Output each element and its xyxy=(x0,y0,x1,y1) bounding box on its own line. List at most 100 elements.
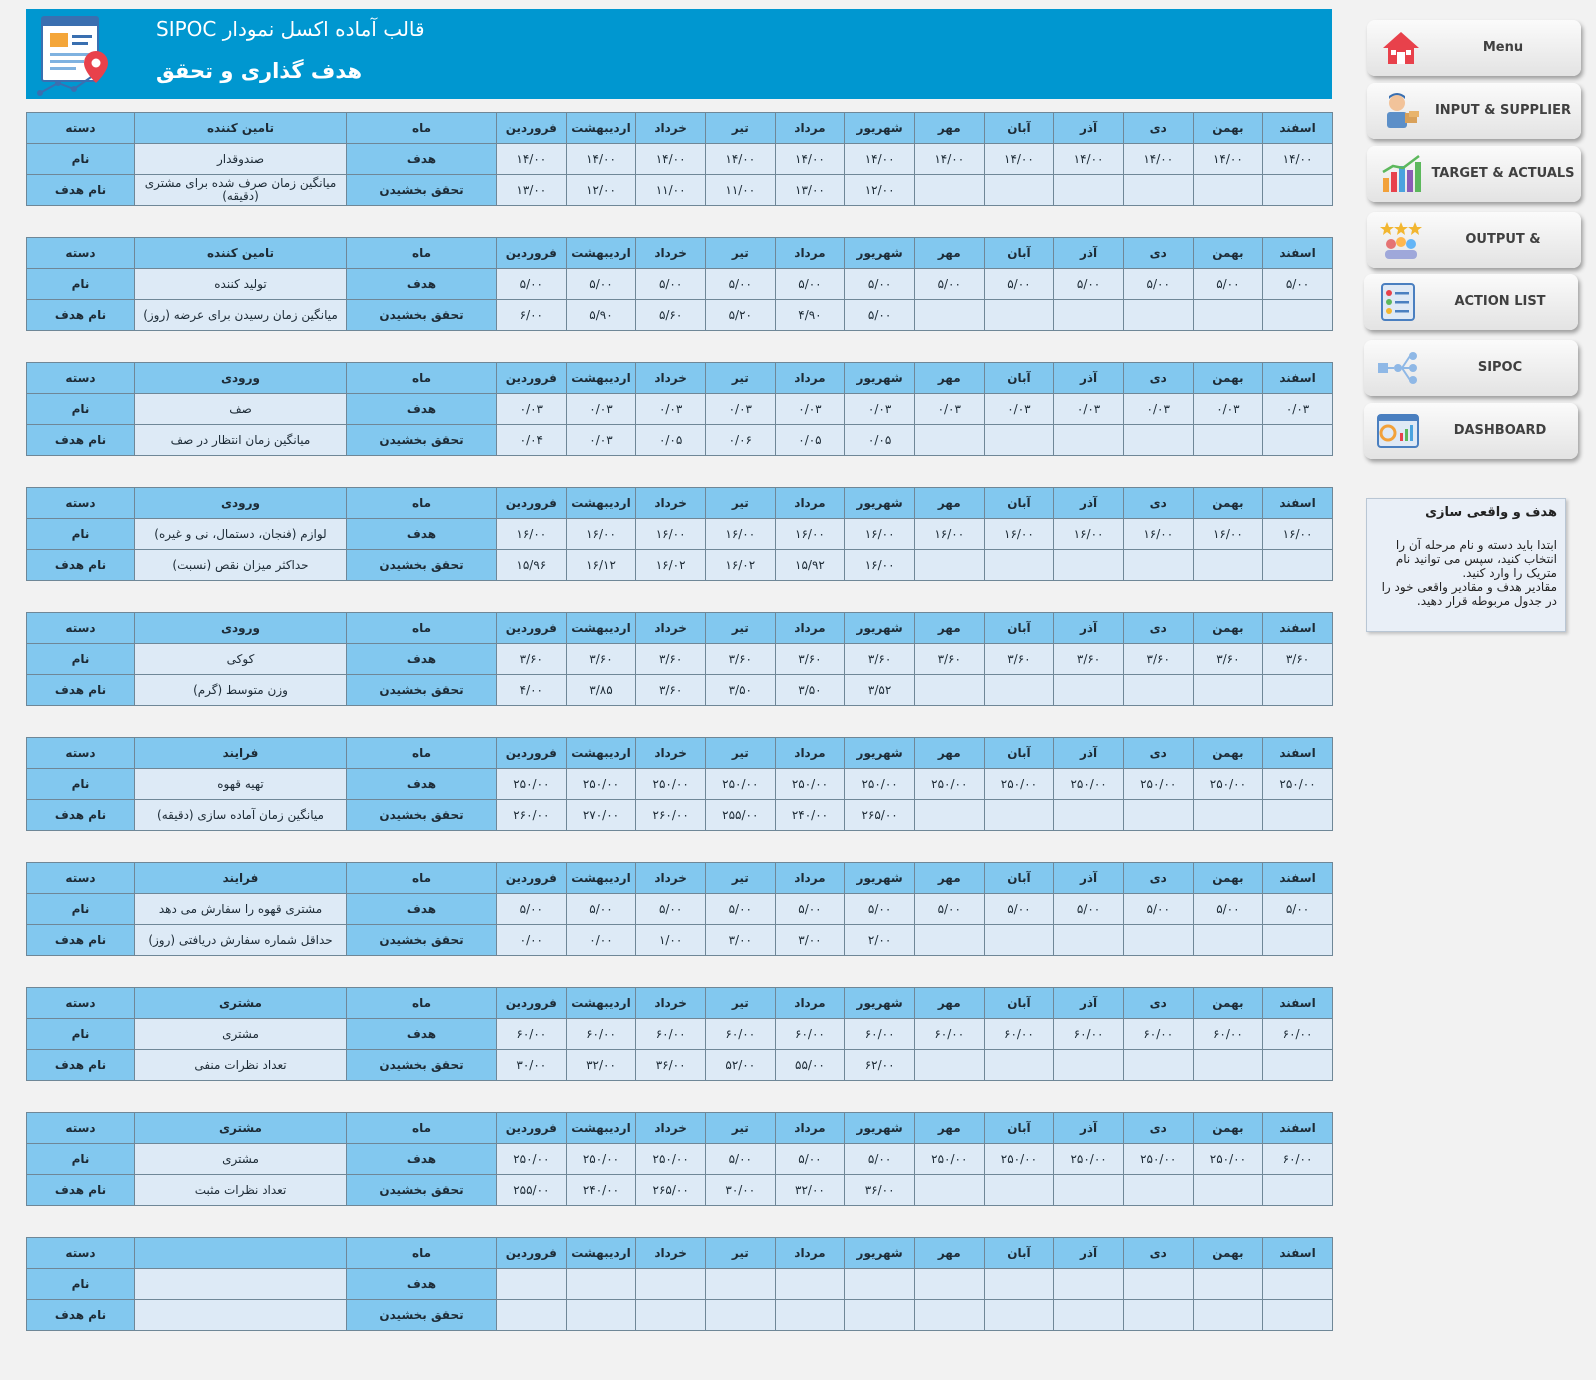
name-value[interactable]: کوکی xyxy=(134,643,347,675)
target-cell[interactable]: ۶۰/۰۰ xyxy=(704,1018,776,1050)
target-cell[interactable]: ۵/۰۰ xyxy=(1192,893,1264,925)
input-supplier-button[interactable]: INPUT & SUPPLIER xyxy=(1367,83,1581,139)
target-cell[interactable]: ۶۰/۰۰ xyxy=(496,1018,567,1050)
category-value[interactable]: مشتری xyxy=(134,987,347,1019)
target-name-value[interactable]: میانگین زمان رسیدن برای عرضه (روز) xyxy=(134,299,347,331)
target-cell[interactable]: ۳/۶۰ xyxy=(844,643,915,675)
actual-cell[interactable]: ۳۰/۰۰ xyxy=(704,1174,776,1206)
actual-cell[interactable] xyxy=(1053,174,1124,206)
actual-cell[interactable] xyxy=(1053,924,1124,956)
target-cell[interactable]: ۳/۶۰ xyxy=(635,643,706,675)
actual-cell[interactable]: ۳۶/۰۰ xyxy=(844,1174,915,1206)
target-cell[interactable]: ۱۴/۰۰ xyxy=(565,143,637,175)
actual-cell[interactable] xyxy=(1122,1299,1194,1331)
target-cell[interactable]: ۲۵۰/۰۰ xyxy=(1192,768,1264,800)
target-cell[interactable]: ۵/۰۰ xyxy=(565,893,637,925)
target-cell[interactable]: ۶۰/۰۰ xyxy=(1262,1143,1333,1175)
target-cell[interactable]: ۶۰/۰۰ xyxy=(1053,1018,1124,1050)
actual-cell[interactable]: ۵/۰۰ xyxy=(844,299,915,331)
actual-cell[interactable]: ۰/۰۵ xyxy=(774,424,846,456)
actual-cell[interactable]: ۳/۸۵ xyxy=(565,674,637,706)
target-cell[interactable]: ۲۵۰/۰۰ xyxy=(1122,768,1194,800)
actual-cell[interactable] xyxy=(1262,174,1333,206)
category-value[interactable]: مشتری xyxy=(134,1112,347,1144)
target-cell[interactable]: ۵/۰۰ xyxy=(1192,268,1264,300)
target-cell[interactable]: ۲۵۰/۰۰ xyxy=(496,768,567,800)
actual-cell[interactable]: ۴/۰۰ xyxy=(496,674,567,706)
actual-cell[interactable] xyxy=(1053,1049,1124,1081)
actual-cell[interactable] xyxy=(1192,424,1264,456)
target-cell[interactable]: ۵/۰۰ xyxy=(704,893,776,925)
target-cell[interactable]: ۲۵۰/۰۰ xyxy=(844,768,915,800)
target-cell[interactable]: ۶۰/۰۰ xyxy=(983,1018,1055,1050)
actual-cell[interactable] xyxy=(1262,1174,1333,1206)
action-list-button[interactable]: ACTION LIST xyxy=(1364,274,1578,330)
target-cell[interactable]: ۱۶/۰۰ xyxy=(704,518,776,550)
target-cell[interactable]: ۲۵۰/۰۰ xyxy=(983,768,1055,800)
target-cell[interactable]: ۲۵۰/۰۰ xyxy=(704,768,776,800)
actual-cell[interactable]: ۳۲/۰۰ xyxy=(565,1049,637,1081)
target-cell[interactable]: ۱۴/۰۰ xyxy=(1262,143,1333,175)
target-cell[interactable]: ۰/۰۳ xyxy=(1053,393,1124,425)
target-cell[interactable]: ۲۵۰/۰۰ xyxy=(1053,1143,1124,1175)
actual-cell[interactable] xyxy=(913,299,985,331)
name-value[interactable]: تولید کننده xyxy=(134,268,347,300)
target-cell[interactable]: ۵/۰۰ xyxy=(1053,268,1124,300)
actual-cell[interactable] xyxy=(913,424,985,456)
actual-cell[interactable]: ۰/۰۳ xyxy=(565,424,637,456)
actual-cell[interactable]: ۱۵/۹۲ xyxy=(774,549,846,581)
target-cell[interactable]: ۵/۰۰ xyxy=(1122,893,1194,925)
target-cell[interactable]: ۰/۰۳ xyxy=(844,393,915,425)
actual-cell[interactable] xyxy=(1262,299,1333,331)
actual-cell[interactable] xyxy=(1262,1049,1333,1081)
target-cell[interactable]: ۳/۶۰ xyxy=(913,643,985,675)
actual-cell[interactable] xyxy=(913,549,985,581)
actual-cell[interactable] xyxy=(704,1299,776,1331)
target-cell[interactable]: ۲۵۰/۰۰ xyxy=(1122,1143,1194,1175)
target-cell[interactable]: ۶۰/۰۰ xyxy=(565,1018,637,1050)
category-value[interactable]: فرایند xyxy=(134,737,347,769)
actual-cell[interactable]: ۲۵۵/۰۰ xyxy=(496,1174,567,1206)
target-cell[interactable]: ۰/۰۳ xyxy=(704,393,776,425)
category-value[interactable]: ورودی xyxy=(134,362,347,394)
target-cell[interactable]: ۳/۶۰ xyxy=(1192,643,1264,675)
target-cell[interactable]: ۱۶/۰۰ xyxy=(1262,518,1333,550)
actual-cell[interactable] xyxy=(1053,549,1124,581)
actual-cell[interactable] xyxy=(1122,924,1194,956)
actual-cell[interactable]: ۶/۰۰ xyxy=(496,299,567,331)
actual-cell[interactable] xyxy=(1262,1299,1333,1331)
target-cell[interactable]: ۵/۰۰ xyxy=(565,268,637,300)
target-cell[interactable]: ۱۶/۰۰ xyxy=(1053,518,1124,550)
actual-cell[interactable] xyxy=(1192,1299,1264,1331)
target-cell[interactable]: ۱۴/۰۰ xyxy=(704,143,776,175)
actual-cell[interactable] xyxy=(1262,549,1333,581)
target-cell[interactable]: ۲۵۰/۰۰ xyxy=(913,1143,985,1175)
actual-cell[interactable] xyxy=(983,549,1055,581)
actual-cell[interactable]: ۲۶۰/۰۰ xyxy=(635,799,706,831)
actual-cell[interactable]: ۲۵۵/۰۰ xyxy=(704,799,776,831)
target-cell[interactable]: ۶۰/۰۰ xyxy=(635,1018,706,1050)
target-cell[interactable]: ۶۰/۰۰ xyxy=(844,1018,915,1050)
actual-cell[interactable]: ۰/۰۶ xyxy=(704,424,776,456)
actual-cell[interactable]: ۲۴۰/۰۰ xyxy=(774,799,846,831)
target-cell[interactable]: ۲۵۰/۰۰ xyxy=(774,768,846,800)
actual-cell[interactable]: ۳/۵۲ xyxy=(844,674,915,706)
actual-cell[interactable]: ۳/۵۰ xyxy=(704,674,776,706)
target-cell[interactable]: ۶۰/۰۰ xyxy=(1262,1018,1333,1050)
target-cell[interactable]: ۶۰/۰۰ xyxy=(1122,1018,1194,1050)
name-value[interactable] xyxy=(134,1268,347,1300)
target-cell[interactable]: ۲۵۰/۰۰ xyxy=(913,768,985,800)
target-cell[interactable]: ۲۵۰/۰۰ xyxy=(496,1143,567,1175)
actual-cell[interactable]: ۱۶/۱۲ xyxy=(565,549,637,581)
target-cell[interactable]: ۱۶/۰۰ xyxy=(635,518,706,550)
name-value[interactable]: صندوقدار xyxy=(134,143,347,175)
actual-cell[interactable] xyxy=(983,174,1055,206)
actual-cell[interactable] xyxy=(983,1049,1055,1081)
actual-cell[interactable] xyxy=(1053,799,1124,831)
actual-cell[interactable]: ۲۶۵/۰۰ xyxy=(844,799,915,831)
target-name-value[interactable]: تعداد نظرات منفی xyxy=(134,1049,347,1081)
target-cell[interactable] xyxy=(704,1268,776,1300)
target-cell[interactable] xyxy=(1192,1268,1264,1300)
target-cell[interactable]: ۳/۶۰ xyxy=(1122,643,1194,675)
actual-cell[interactable] xyxy=(1053,674,1124,706)
